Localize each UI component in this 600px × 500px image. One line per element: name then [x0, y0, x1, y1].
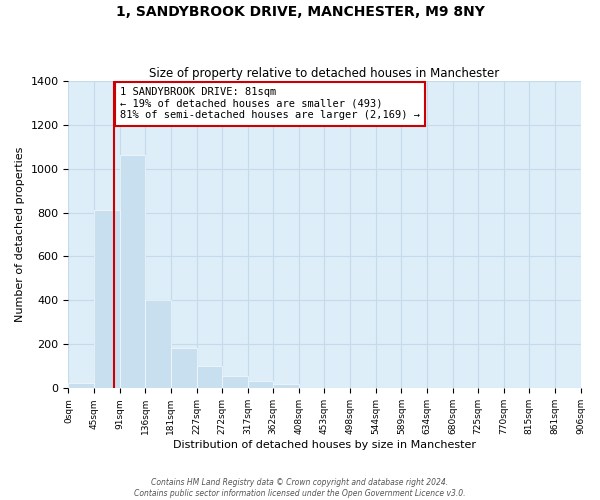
Text: Contains HM Land Registry data © Crown copyright and database right 2024.
Contai: Contains HM Land Registry data © Crown c… [134, 478, 466, 498]
Bar [145, 300, 171, 388]
Bar [222, 376, 248, 388]
Y-axis label: Number of detached properties: Number of detached properties [15, 147, 25, 322]
Bar [120, 156, 145, 388]
Bar [197, 366, 222, 388]
Text: 1 SANDYBROOK DRIVE: 81sqm
← 19% of detached houses are smaller (493)
81% of semi: 1 SANDYBROOK DRIVE: 81sqm ← 19% of detac… [120, 88, 420, 120]
Bar [248, 380, 273, 388]
X-axis label: Distribution of detached houses by size in Manchester: Distribution of detached houses by size … [173, 440, 476, 450]
Bar [94, 210, 120, 388]
Bar [273, 384, 299, 388]
Bar [68, 383, 94, 388]
Title: Size of property relative to detached houses in Manchester: Size of property relative to detached ho… [149, 66, 500, 80]
Bar [171, 348, 197, 389]
Text: 1, SANDYBROOK DRIVE, MANCHESTER, M9 8NY: 1, SANDYBROOK DRIVE, MANCHESTER, M9 8NY [116, 5, 484, 19]
